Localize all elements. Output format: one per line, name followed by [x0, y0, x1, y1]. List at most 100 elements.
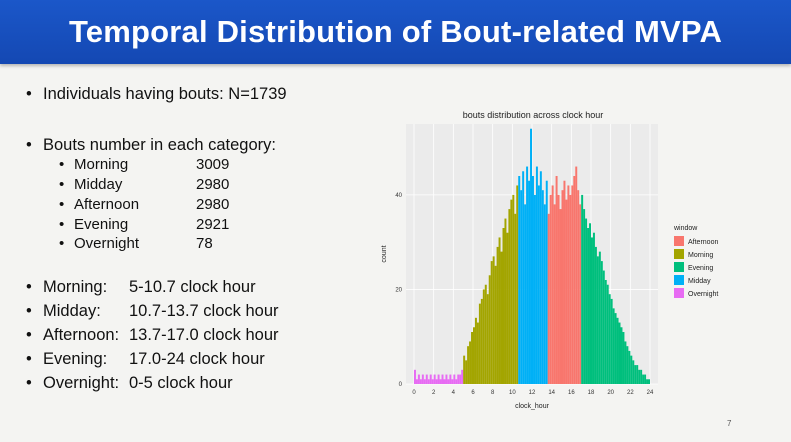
histogram-bar	[437, 374, 440, 384]
category-count: 3009	[196, 156, 230, 173]
x-tick-label: 16	[568, 390, 575, 396]
window-name: Evening:	[43, 350, 108, 368]
histogram-bar	[455, 379, 458, 384]
histogram-bar	[618, 322, 621, 384]
histogram-bar	[445, 374, 448, 384]
histogram-bar	[414, 369, 416, 384]
histogram-bar	[636, 365, 639, 384]
category-name: Morning	[74, 156, 129, 173]
histogram-bar	[535, 166, 538, 384]
bullet-icon: •	[59, 196, 65, 213]
histogram-bar	[524, 204, 527, 384]
bullet-icon: •	[26, 350, 32, 368]
histogram-bar	[439, 379, 442, 384]
histogram-bar	[620, 327, 623, 384]
histogram-bar	[575, 166, 578, 384]
histogram-bar	[549, 194, 552, 384]
window-range: 5-10.7 clock hour	[129, 278, 256, 296]
histogram-bar	[644, 374, 647, 384]
histogram-bar	[433, 374, 436, 384]
histogram-bar	[504, 218, 507, 384]
bullet-icon: •	[26, 326, 32, 344]
histogram-bar	[451, 379, 454, 384]
histogram-bar	[492, 256, 495, 384]
bar-layer	[414, 128, 650, 384]
x-tick-label: 0	[412, 390, 416, 396]
histogram-bar	[612, 308, 615, 384]
histogram-bar	[427, 379, 430, 384]
histogram-bar	[640, 369, 643, 384]
histogram-bar	[646, 379, 649, 384]
legend-label: Morning	[688, 252, 713, 259]
category-count: 2980	[196, 196, 230, 213]
histogram-bar	[557, 194, 560, 384]
histogram-bar	[528, 180, 531, 384]
category-count: 2980	[196, 176, 230, 193]
category-name: Evening	[74, 216, 129, 233]
window-range: 10.7-13.7 clock hour	[129, 302, 279, 320]
histogram-bar	[530, 128, 532, 384]
histogram-bar	[551, 185, 554, 384]
histogram-bar	[541, 190, 544, 384]
histogram-bar	[614, 313, 617, 384]
histogram-bar	[449, 374, 452, 384]
x-tick-label: 6	[471, 390, 475, 396]
category-name: Overnight	[74, 235, 140, 252]
histogram-bar	[594, 246, 597, 384]
histogram-bar	[461, 369, 464, 384]
histogram-bar	[606, 284, 609, 384]
legend-swatch	[674, 262, 684, 272]
window-name: Afternoon:	[43, 326, 120, 344]
histogram-bar	[622, 332, 625, 384]
histogram-bar	[463, 355, 466, 384]
histogram-bar	[471, 332, 473, 384]
x-tick-label: 8	[491, 390, 495, 396]
histogram-bar	[480, 298, 483, 384]
histogram-bar	[600, 261, 603, 384]
histogram-bar	[555, 176, 558, 384]
histogram-bar	[579, 204, 582, 384]
histogram-bar	[596, 256, 599, 384]
histogram-bar	[415, 379, 418, 384]
histogram-bar	[520, 190, 523, 384]
histogram-bar	[518, 176, 521, 384]
histogram-bar	[547, 213, 550, 384]
category-name: Midday	[74, 176, 123, 193]
histogram-bar	[628, 350, 631, 384]
legend: window Afternoon Morning Evening Midday Over…	[673, 225, 718, 298]
legend-label: Overnight	[688, 291, 718, 298]
legend-label: Evening	[688, 265, 713, 272]
histogram-bar	[561, 190, 564, 384]
histogram-bar	[553, 204, 556, 384]
bullet-icon: •	[59, 216, 65, 233]
histogram-bar	[598, 251, 601, 384]
histogram-bar	[567, 185, 570, 384]
histogram-bar	[587, 228, 590, 384]
histogram-bar	[630, 355, 633, 384]
histogram-bar	[478, 303, 481, 384]
histogram-bar	[429, 374, 432, 384]
x-tick-label: 2	[432, 390, 436, 396]
window-range: 13.7-17.0 clock hour	[129, 326, 279, 344]
histogram-bar	[543, 204, 546, 384]
x-tick-label: 4	[452, 390, 456, 396]
histogram-bar	[616, 317, 619, 384]
legend-label: Midday	[688, 278, 711, 285]
histogram-bar	[626, 346, 629, 384]
x-tick-label: 14	[548, 390, 555, 396]
category-name: Afternoon	[74, 196, 140, 213]
histogram-bar	[453, 374, 456, 384]
window-name: Midday:	[43, 302, 101, 320]
histogram-bar	[563, 180, 566, 384]
histogram-bar	[421, 374, 424, 384]
page-number: 7	[727, 419, 732, 428]
histogram-bar	[469, 341, 472, 384]
histogram-bar	[642, 374, 645, 384]
x-tick-label: 10	[509, 390, 516, 396]
histogram-bar	[532, 176, 534, 384]
x-tick-label: 20	[607, 390, 614, 396]
histogram-bar	[459, 374, 462, 384]
histogram-bar	[496, 246, 499, 384]
